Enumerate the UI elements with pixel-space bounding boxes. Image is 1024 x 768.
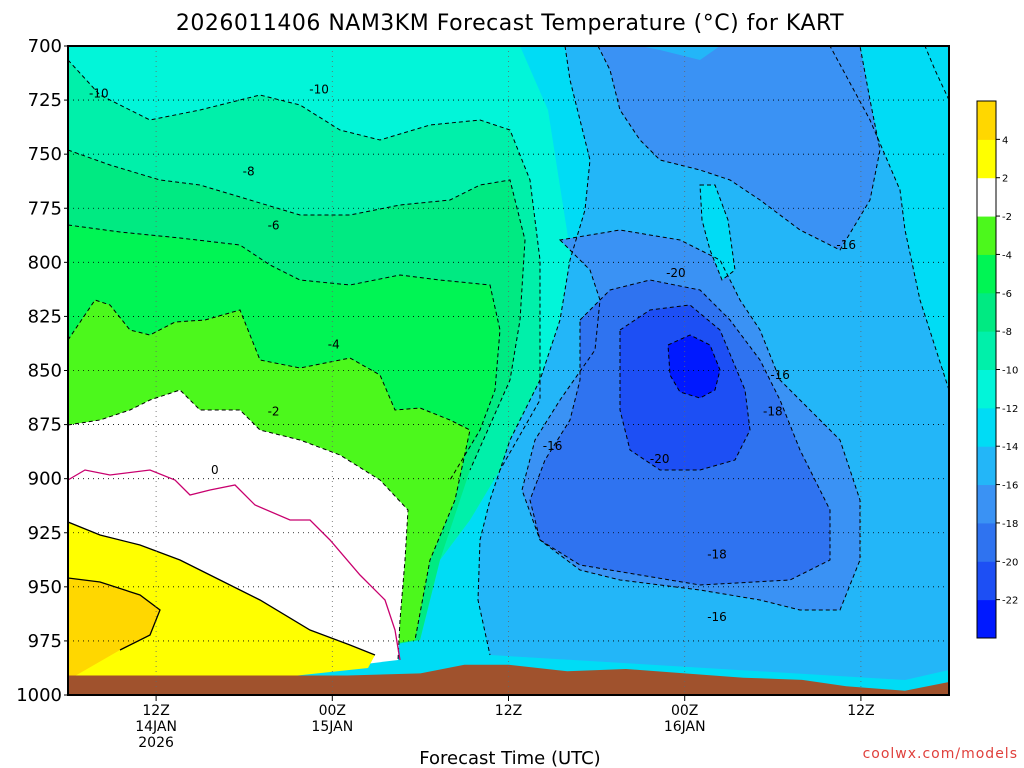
contour-minus10-west [68,59,541,471]
colorbar-bin-7 [977,331,996,370]
contour-minus6 [68,224,501,481]
contour-label-4: -4 [328,338,340,352]
colorbar-bin-11 [977,177,996,217]
contour-lines [68,46,949,661]
y-tick-label-700: 700 [28,36,62,57]
contour-minus14-east [829,46,949,391]
contour-label-10: -16 [770,368,790,382]
contour-label-7: -16 [543,439,563,453]
contour-minus18 [529,279,831,586]
colorbar-label-7: -8 [1002,327,1012,338]
band-minus24-minus22 [668,335,720,398]
colorbar-label-0: -22 [1002,596,1018,607]
credit-link[interactable]: coolwx.com/models [863,746,1018,762]
y-tick-label-800: 800 [28,252,62,273]
pocket-minus14-minus12 [700,185,735,280]
colorbar-bin-13 [977,101,996,140]
contour-label-0: -10 [89,87,109,101]
x-tick-label-1-0: 00Z [319,703,346,719]
x-tick-label-3-1: 16JAN [664,719,706,735]
x-tick-label-1-1: 15JAN [311,719,353,735]
x-axis-label: Forecast Time (UTC) [419,748,600,768]
colorbar-label-10: -2 [1002,212,1012,223]
chart-title: 2026011406 NAM3KM Forecast Temperature (… [176,11,844,36]
x-tick-label-4-0: 12Z [847,703,874,719]
contour-label-14: -16 [836,238,856,252]
contour-labels: -10 -10-8-6-4-20-16-20-20-16-18-18-16-16 [89,82,856,624]
contour-minus16-north [597,46,881,251]
y-tick-label-900: 900 [28,469,62,490]
colorbar-bin-5 [977,407,996,447]
colorbar-bin-9 [977,254,996,294]
contour-label-8: -20 [650,452,670,466]
x-tick-label-2-0: 12Z [495,703,522,719]
contour-pocket [699,184,736,281]
colorbar-bin-10 [977,216,996,255]
ground-terrain [68,664,949,695]
y-tick-label-850: 850 [28,361,62,382]
colorbar-label-3: -16 [1002,481,1018,492]
colorbar-label-8: -6 [1002,289,1012,300]
y-tick-label-1000: 1000 [16,685,62,706]
colorbar-bin-2 [977,522,996,562]
colorbar-label-9: -4 [1002,250,1012,261]
contour-minus12-east [924,46,949,101]
contour-label-1: -10 [309,82,329,96]
colorbar-label-11: 2 [1002,174,1008,185]
contour-minus2 [68,389,409,661]
solid-contours [68,469,401,661]
y-tick-label-775: 775 [28,198,62,219]
colorbar-label-6: -10 [1002,366,1018,377]
band-plus2-plus4 [68,522,375,695]
y-tick-label-825: 825 [28,306,62,327]
grid [68,46,949,695]
y-tick-label-975: 975 [28,631,62,652]
y-tick-label-750: 750 [28,144,62,165]
contour-label-2: -8 [243,164,255,178]
x-tick-label-3-0: 00Z [671,703,698,719]
contour-plus2 [68,521,376,656]
contour-zero [68,469,401,661]
band-plus4-plus6 [68,578,160,680]
y-axis: 700 725 750 775 800 825 850 875 900 925 950 975 1000 [16,36,68,706]
contour-label-11: -18 [763,405,783,419]
colorbar-bin-12 [977,139,996,179]
contour-label-9: -20 [666,266,686,280]
colorbar: -22-20-18-16-14-12-10-8-6-4-224 [976,100,1018,639]
colorbar-label-5: -12 [1002,404,1018,415]
y-tick-label-875: 875 [28,415,62,436]
contour-label-6: 0 [211,463,219,477]
y-tick-label-925: 925 [28,523,62,544]
colorbar-label-4: -14 [1002,442,1018,453]
colorbar-bin-8 [977,292,996,332]
x-tick-label-0-1: 14JAN [135,719,177,735]
colorbar-bin-0 [977,599,996,639]
temperature-field [68,46,949,695]
y-tick-label-725: 725 [28,90,62,111]
contour-minus20 [619,304,751,471]
contour-label-5: -2 [268,405,280,419]
contour-minus22 [667,334,721,399]
colorbar-label-1: -20 [1002,557,1018,568]
contour-label-12: -18 [707,547,727,561]
colorbar-bin-3 [977,484,996,524]
y-tick-label-950: 950 [28,577,62,598]
colorbar-bin-1 [977,561,996,601]
contour-label-13: -16 [707,610,727,624]
colorbar-label-12: 4 [1002,135,1008,146]
x-tick-label-0-0: 12Z [142,703,169,719]
colorbar-label-2: -18 [1002,519,1018,530]
contour-minus16-south [521,229,861,611]
x-tick-label-0-2: 2026 [138,735,174,751]
colorbar-bin-6 [977,369,996,409]
contour-minus14 [477,46,591,656]
colorbar-bin-4 [977,446,996,486]
contour-label-3: -6 [268,219,280,233]
contour-plus4 [68,577,161,651]
